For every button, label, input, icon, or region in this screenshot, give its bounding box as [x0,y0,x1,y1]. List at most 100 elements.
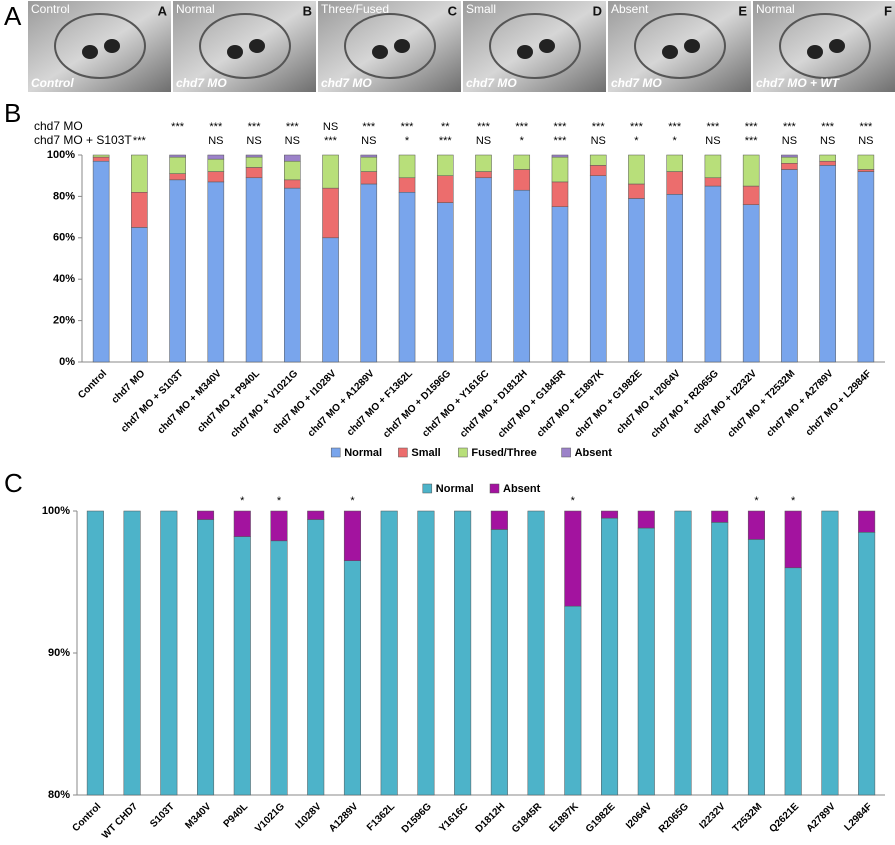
otic-vesicle [199,13,291,79]
panel-label: A [4,1,22,31]
micrograph [753,1,895,92]
significance: *** [286,121,300,133]
bar-segment [858,510,876,533]
bar-segment [475,171,492,179]
image-caption: chd7 MO [466,76,517,90]
bar-segment [398,192,416,363]
bar-segment [819,154,836,162]
legend-swatch [422,483,433,494]
bar-segment [454,510,472,796]
bar-segment [233,510,251,537]
x-tick-label: chd7 MO + M340V [156,368,224,436]
x-tick-label: chd7 MO + D1812H [458,368,530,440]
otolith [662,45,678,59]
bar-segment [360,171,378,185]
x-tick-label: chd7 MO + V1021G [229,368,301,440]
y-tick-label: 40% [53,273,75,285]
x-tick-label: chd7 MO + I2064V [615,368,683,436]
x-tick-label: chd7 MO + I2232V [691,368,759,436]
bar-segment [819,165,836,363]
bar-segment [92,154,110,158]
y-tick-label: 60% [53,232,75,244]
significance: *** [401,121,415,133]
y-tick-label: 0% [59,356,75,368]
bar-segment [270,540,288,796]
bar-segment [245,156,263,168]
significance: ** [441,121,450,133]
legend-swatch [561,447,571,458]
bar-segment [131,192,148,228]
micrograph [318,1,461,92]
panel-label: C [4,468,23,498]
significance: NS [323,121,338,133]
significance: *** [554,121,568,133]
bar-segment [92,160,110,363]
legend-swatch [458,447,468,458]
significance: NS [361,135,376,147]
bar-segment [307,519,325,796]
image-caption: chd7 MO + WT [756,76,841,90]
bar-segment [589,175,607,363]
significance: *** [477,121,491,133]
bar-segment [380,510,398,796]
bar-segment [551,206,569,363]
bar-segment [197,510,215,520]
x-tick-label: chd7 MO + R2065G [649,368,721,440]
otic-vesicle [634,13,726,79]
bar-segment [589,154,607,166]
significance: * [240,495,245,507]
y-tick-label: 100% [42,505,70,517]
bar-segment [475,177,492,363]
bar-segment [711,522,729,796]
legend-label: Normal [344,447,382,459]
x-tick-label: chd7 MO + I1028V [270,368,338,436]
significance: *** [630,121,644,133]
bar-segment [666,194,683,363]
significance: *** [821,121,835,133]
otic-vesicle [344,13,436,79]
x-tick-label: D1596G [400,801,434,835]
bar-segment [322,154,339,189]
bar-segment [207,181,225,363]
image-caption: chd7 MO [321,76,372,90]
x-tick-label: F1362L [365,801,397,833]
bar-segment [436,154,454,176]
bar-segment [564,605,582,796]
bar-segment [513,169,531,191]
bar-segment [307,510,325,520]
x-tick-label: A1289V [327,801,361,835]
bar-segment [747,510,765,540]
annotation-row-label: chd7 MO + S103T [34,133,132,147]
y-tick-label: 90% [48,647,70,659]
bar-segment [821,510,839,796]
bar-segment [436,202,454,363]
bar-segment [628,198,645,363]
micrograph [463,1,606,92]
bar-segment [637,527,655,796]
bar-segment [245,154,263,158]
image-title: Normal [756,2,795,16]
x-tick-label: chd7 MO + F1362L [345,368,415,438]
significance: *** [783,121,797,133]
bar-segment [270,510,288,542]
x-tick-label: chd7 MO + L2984F [804,368,874,438]
x-tick-label: chd7 MO + G1982E [573,368,645,440]
bar-segment [781,163,798,170]
significance: *** [515,121,529,133]
bar-segment [360,156,378,172]
otolith [249,39,265,53]
significance: *** [745,135,759,147]
bar-segment [628,183,645,199]
otolith [394,39,410,53]
x-tick-label: Q2621E [767,801,801,835]
image-letter: F [884,3,892,18]
bar-segment [398,154,416,179]
otolith [539,39,555,53]
bar-segment [322,187,339,239]
x-tick-label: A2789V [805,801,839,835]
otolith [372,45,388,59]
significance: * [791,495,796,507]
